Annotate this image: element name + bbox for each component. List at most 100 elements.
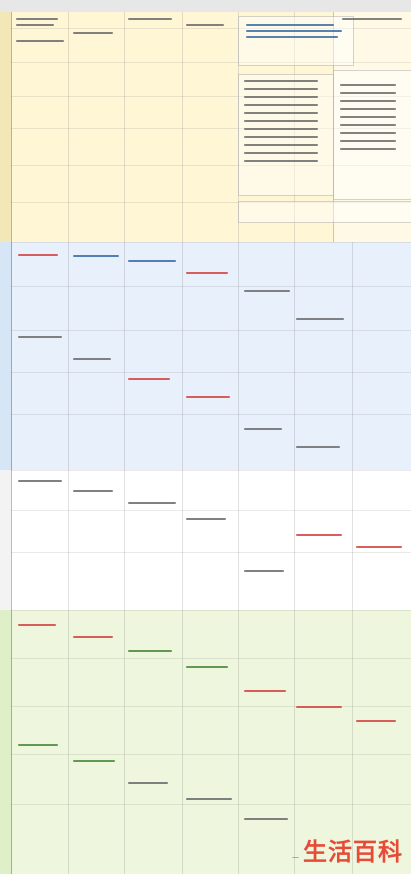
table-line [340,132,396,134]
watermark-logo: — 生活百科 [292,840,403,864]
row-divider [11,96,411,97]
text-line [73,358,111,360]
row-group-white [0,470,12,610]
table-line [244,136,318,138]
row-divider [11,754,411,755]
row-divider [11,128,411,129]
text-line [18,480,62,482]
header-block [238,201,411,223]
table-block [238,74,334,196]
text-line [16,24,54,26]
column-divider [11,12,12,874]
table-line [340,92,396,94]
table-line [244,96,318,98]
table-line [340,124,396,126]
text-line [128,18,172,20]
row-divider [11,202,411,203]
text-line [356,720,396,722]
table-line [340,116,396,118]
text-line [128,378,170,380]
table-line [244,120,318,122]
column-divider [238,12,239,874]
table-line [244,128,318,130]
text-line [186,24,224,26]
upper-right-table [333,12,411,242]
row-divider [11,706,411,707]
row-divider [11,242,411,243]
table-line [340,140,396,142]
row-divider [11,510,411,511]
text-line [73,636,113,638]
text-line [186,396,230,398]
text-line [73,32,113,34]
text-line [296,446,340,448]
table-line [340,100,396,102]
text-line [186,272,228,274]
section-band-green [0,610,411,874]
table-line [244,152,318,154]
text-line [342,18,402,20]
text-line [128,782,168,784]
column-divider [294,12,295,874]
logo-subtext: — [292,853,299,861]
text-line [73,760,115,762]
text-line [356,546,402,548]
text-line [296,706,342,708]
section-band-blue [0,242,411,470]
text-line [244,818,288,820]
text-line [186,666,228,668]
row-divider [11,610,411,611]
text-line [18,624,56,626]
text-line [244,570,284,572]
text-line [18,254,58,256]
text-line [16,40,64,42]
column-divider [124,12,125,874]
table-line [244,112,318,114]
text-line [16,18,58,20]
row-divider [11,165,411,166]
text-line [246,36,338,38]
row-divider [11,552,411,553]
column-divider [182,12,183,874]
text-line [186,798,232,800]
table-line [340,108,396,110]
table-line [340,148,396,150]
row-divider [11,658,411,659]
text-line [186,518,226,520]
table-line [340,84,396,86]
text-line [244,428,282,430]
text-line [18,744,58,746]
text-line [128,260,176,262]
text-line [246,30,342,32]
text-line [128,650,172,652]
row-divider [11,372,411,373]
table-line [244,160,318,162]
text-line [128,502,176,504]
text-line [73,255,119,257]
table-line [244,144,318,146]
row-divider [11,28,411,29]
table-block [333,70,411,200]
text-line [244,690,286,692]
logo-text: 生活百科 [303,838,403,866]
table-line [244,80,318,82]
text-line [296,318,344,320]
row-group-yellow [0,12,12,242]
section-band-white [0,470,411,610]
row-divider [11,470,411,471]
row-divider [11,330,411,331]
row-divider [11,804,411,805]
table-line [244,88,318,90]
text-line [296,534,342,536]
row-divider [11,62,411,63]
text-line [18,336,62,338]
text-line [73,490,113,492]
row-divider [11,286,411,287]
text-line [244,290,290,292]
row-group-green [0,610,12,874]
table-line [244,104,318,106]
column-divider [352,12,353,874]
row-divider [11,414,411,415]
text-line [246,24,334,26]
